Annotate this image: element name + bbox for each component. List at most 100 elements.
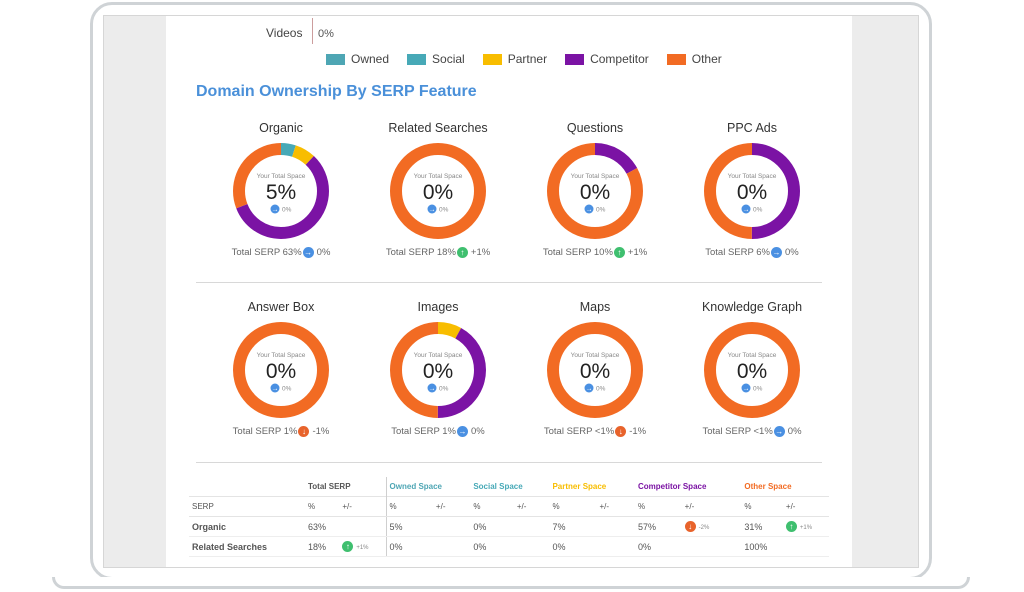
col-partner-space: Partner Space [552, 482, 607, 491]
donut-slice-other[interactable] [390, 322, 486, 418]
row-competitor: 57% [634, 516, 682, 537]
legend-item-owned[interactable]: Owned [326, 52, 389, 66]
row-other: 31% [741, 516, 783, 537]
donut-slice-other[interactable] [233, 143, 329, 239]
col-competitor-space: Competitor Space [637, 482, 707, 491]
total-serp: Total SERP <1% → 0% [667, 426, 837, 437]
row-serp: Organic [189, 516, 305, 537]
table-row[interactable]: Organic 63% 5% 0% 7% 57% ↓ -2% 31% ↑ +1% [189, 516, 829, 537]
arrow-right-icon [741, 383, 751, 393]
arrow-right-icon: → [302, 247, 314, 258]
legend-item-other[interactable]: Other [666, 52, 722, 66]
arrow-right-icon [427, 204, 437, 214]
center-value: 0% [266, 360, 296, 383]
legend-item-social[interactable]: Social [407, 52, 465, 66]
donut-title: Questions [566, 121, 624, 135]
total-serp-label: Total SERP 1% [391, 426, 457, 437]
row-competitor-delta: ↓ -2% [681, 516, 742, 537]
total-serp-delta: +1% [470, 247, 491, 258]
donut-slice-other[interactable] [233, 322, 329, 418]
arrow-glyph: → [429, 207, 436, 214]
donut-title: PPC Ads [726, 121, 778, 135]
videos-axis-label: Videos [266, 26, 303, 40]
arrow-down-icon: ↓ [684, 521, 696, 533]
row-total: 18% [305, 536, 340, 557]
legend-label: Owned [351, 52, 390, 66]
donut-slice-other[interactable] [704, 143, 800, 239]
total-serp-delta: 0% [471, 426, 485, 437]
donut-slice-other[interactable] [704, 322, 800, 418]
total-serp-label: Total SERP 6% [705, 247, 771, 258]
donut-chart-knowledge-graph[interactable]: Knowledge Graph Your Total Space 0% → 0% Tota… [667, 300, 837, 437]
serp-table: Total SERP Owned Space Social Space Part… [189, 477, 829, 557]
legend-item-competitor[interactable]: Competitor [565, 52, 649, 66]
donut-chart-answer-box[interactable]: Answer Box Your Total Space 0% → 0% Total SER… [196, 300, 366, 437]
total-serp-delta: -1% [629, 426, 647, 437]
table-row[interactable]: Related Searches 18% ↑ +1% 0% 0% 0% 0% 10… [189, 536, 829, 557]
center-value: 0% [423, 181, 453, 204]
legend-swatch-social [407, 53, 427, 65]
donut-chart-maps[interactable]: Maps Your Total Space 0% → 0% Total SERP <1% ↓… [510, 300, 680, 437]
col-social-space: Social Space [473, 482, 523, 491]
arrow-glyph: → [272, 207, 279, 214]
total-serp: Total SERP 1% ↓ -1% [196, 426, 366, 437]
legend-label: Other [691, 52, 722, 66]
donut-slice-other[interactable] [390, 143, 486, 239]
table-sub-header: SERP % +/- % +/- % +/- % +/- % +/- % +/- [189, 496, 829, 517]
center-label: Your Total Space [728, 352, 777, 359]
legend-swatch-other [666, 53, 686, 65]
section-title: Domain Ownership By SERP Feature [196, 83, 477, 100]
arrow-right-icon: → [457, 426, 469, 437]
donut-chart-images[interactable]: Images Your Total Space 0% → 0% Total SERP 1%… [353, 300, 523, 437]
arrow-right-icon: → [773, 426, 785, 437]
laptop-base [52, 577, 970, 589]
donut-title: Maps [579, 300, 611, 314]
row-divider [196, 282, 822, 283]
sub-pct: % [385, 496, 433, 517]
row-partner: 0% [549, 536, 597, 557]
total-serp-label: Total SERP 10% [542, 247, 613, 258]
center-delta: 0% [439, 207, 449, 214]
center-value: 0% [423, 360, 453, 383]
center-delta: 0% [753, 207, 763, 214]
donut-chart-related-searches[interactable]: Related Searches Your Total Space 0% → 0% Tot… [353, 121, 523, 258]
legend-item-partner[interactable]: Partner [482, 52, 547, 66]
row-serp: Related Searches [189, 536, 305, 557]
total-serp-label: Total SERP 18% [385, 247, 456, 258]
arrow-glyph: → [272, 386, 279, 393]
sub-pct: % [549, 496, 597, 517]
arrow-right-icon [270, 383, 280, 393]
donut-chart-questions[interactable]: Questions Your Total Space 0% → 0% Total SERP… [510, 121, 680, 258]
screen: Videos 0% Owned Social Partner Competito… [103, 15, 919, 568]
center-value: 0% [737, 181, 767, 204]
row-social: 0% [470, 516, 514, 537]
row-other: 100% [741, 536, 783, 557]
sub-pct: % [741, 496, 783, 517]
sub-pct: % [305, 496, 340, 517]
center-value: 0% [580, 181, 610, 204]
donut-chart-organic[interactable]: Organic Your Total Space 5% → 0% Total SERP 6… [196, 121, 366, 258]
arrow-right-icon [427, 383, 437, 393]
donut-title: Organic [259, 121, 303, 135]
total-serp-label: Total SERP <1% [543, 426, 615, 437]
arrow-down-icon: ↓ [298, 426, 310, 437]
report-page: Videos 0% Owned Social Partner Competito… [166, 16, 852, 567]
row-competitor: 0% [634, 536, 682, 557]
donut-chart-ppc-ads[interactable]: PPC Ads Your Total Space 0% → 0% Total SERP 6… [667, 121, 837, 258]
donut-slice-other[interactable] [547, 143, 643, 239]
legend-label: Social [432, 52, 465, 66]
center-label: Your Total Space [571, 352, 620, 359]
col-other-space: Other Space [744, 482, 792, 491]
arrow-glyph: → [429, 386, 436, 393]
donut-slice-other[interactable] [547, 322, 643, 418]
donut-slice-competitor[interactable] [233, 143, 329, 239]
arrow-up-icon: ↑ [342, 541, 354, 553]
donut-slice-competitor[interactable] [390, 322, 486, 418]
center-delta: 0% [439, 386, 449, 393]
sub-pm: +/- [681, 496, 742, 517]
